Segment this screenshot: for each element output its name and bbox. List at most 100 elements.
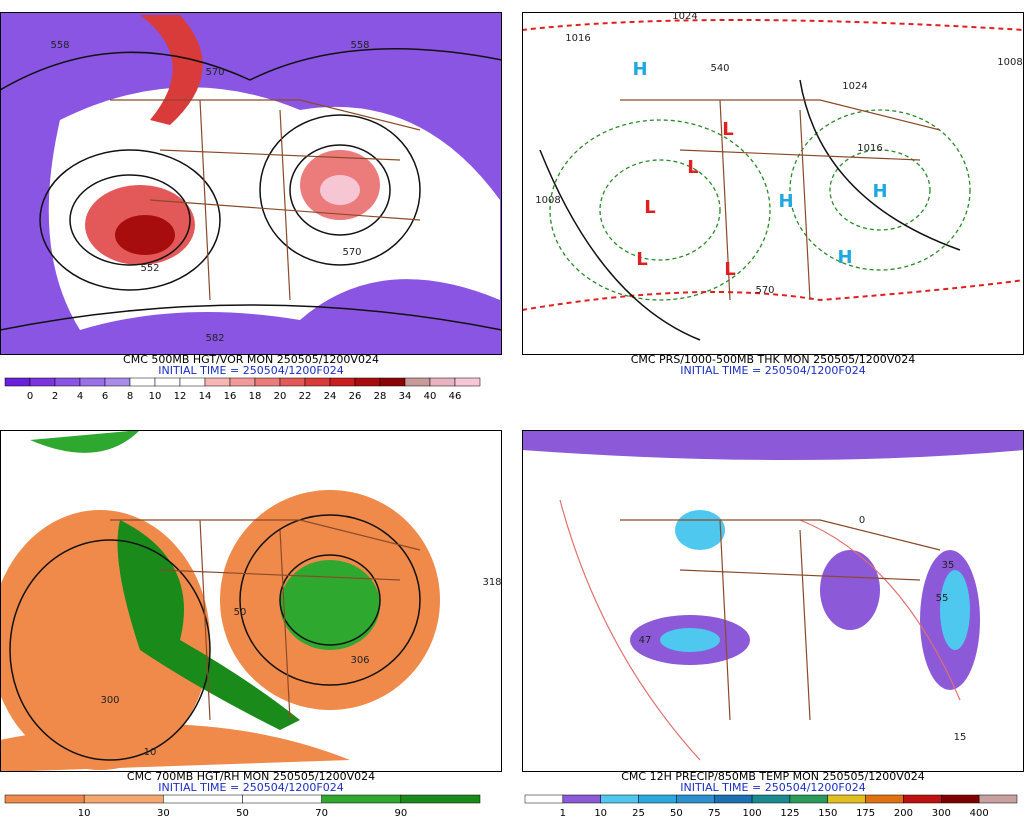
colorbar-swatch	[129, 377, 156, 387]
colorbar-label: 400	[970, 808, 989, 819]
contour-label: 50	[234, 607, 247, 618]
initial-time: INITIAL TIME = 250504/1200F024	[158, 364, 343, 377]
colorbar-label: 300	[932, 808, 951, 819]
colorbar-swatch	[354, 377, 381, 387]
contour-label: 306	[350, 655, 369, 666]
colorbar-label: 4	[77, 391, 83, 402]
contour-label: 570	[342, 247, 361, 258]
colorbar-swatch	[279, 377, 306, 387]
colorbar-label: 18	[249, 391, 262, 402]
svg-text:H: H	[837, 247, 852, 268]
contour-label: 35	[942, 560, 955, 571]
colorbar-swatch	[104, 377, 131, 387]
colorbar-label: 14	[199, 391, 212, 402]
colorbar-label: 8	[127, 391, 133, 402]
colorbar-label: 0	[27, 391, 33, 402]
contour-label: 1016	[857, 143, 882, 154]
vorticity-map	[0, 12, 502, 355]
colorbar-label: 75	[708, 808, 721, 819]
colorbar-label: 10	[78, 808, 91, 819]
colorbar-swatch	[54, 377, 81, 387]
colorbar-swatch	[903, 794, 942, 804]
colorbar-swatch	[4, 377, 31, 387]
svg-text:H: H	[872, 181, 887, 202]
colorbar-label: 22	[299, 391, 312, 402]
contour-label: 558	[50, 40, 69, 51]
svg-text:L: L	[722, 119, 733, 140]
contour-label: 318	[482, 577, 501, 588]
colorbar-swatch	[865, 794, 904, 804]
colorbar-label: 12	[174, 391, 187, 402]
colorbar-swatch	[429, 377, 456, 387]
colorbar-swatch	[4, 794, 85, 804]
contour-label: 1008	[997, 57, 1022, 68]
colorbar-label: 200	[894, 808, 913, 819]
colorbar-label: 10	[149, 391, 162, 402]
svg-text:H: H	[632, 59, 647, 80]
humidity-map	[0, 430, 502, 772]
colorbar-swatch	[638, 794, 677, 804]
colorbar-label: 175	[856, 808, 875, 819]
colorbar-swatch	[329, 377, 356, 387]
colorbar-label: 28	[374, 391, 387, 402]
initial-time: INITIAL TIME = 250504/1200F024	[680, 364, 865, 377]
colorbar-label: 90	[394, 808, 407, 819]
svg-text:L: L	[724, 259, 735, 280]
colorbar-swatch	[454, 377, 481, 387]
colorbar-label: 46	[449, 391, 462, 402]
colorbar: 1 10 25 50 75 100 125 150 175 200 300 400	[524, 794, 1018, 819]
colorbar-swatch	[404, 377, 431, 387]
colorbar-swatch	[79, 377, 106, 387]
colorbar-label: 125	[780, 808, 799, 819]
contour-label: 15	[954, 732, 967, 743]
colorbar-swatch	[789, 794, 829, 804]
initial-time: INITIAL TIME = 250504/1200F024	[680, 781, 865, 794]
colorbar-swatch	[941, 794, 980, 804]
svg-text:L: L	[644, 197, 655, 218]
contour-label: 570	[755, 285, 774, 296]
contour-label: 558	[350, 40, 369, 51]
contour-label: 1008	[535, 195, 560, 206]
colorbar-swatch	[524, 794, 564, 804]
colorbar-label: 16	[224, 391, 237, 402]
caption: CMC 500MB HGT/VOR MON 250505/1200V024	[123, 353, 379, 366]
colorbar-label: 40	[424, 391, 437, 402]
svg-text:H: H	[778, 191, 793, 212]
contour-label: 1016	[565, 33, 590, 44]
colorbar-label: 50	[236, 808, 249, 819]
colorbar-label: 10	[594, 808, 607, 819]
colorbar-swatch	[163, 794, 243, 804]
initial-time: INITIAL TIME = 250504/1200F024	[158, 781, 343, 794]
colorbar-swatch	[400, 794, 481, 804]
colorbar-swatch	[713, 794, 753, 804]
panel: CMC 500MB HGT/VOR MON 250505/1200V024INI…	[4, 40, 481, 402]
contour-label: 300	[100, 695, 119, 706]
contour-label: 552	[140, 263, 159, 274]
colorbar-label: 20	[274, 391, 287, 402]
colorbar-swatch	[562, 794, 601, 804]
colorbar-swatch	[179, 377, 206, 387]
colorbar-label: 24	[324, 391, 337, 402]
colorbar-label: 34	[399, 391, 412, 402]
contour-label: 1024	[842, 81, 867, 92]
contour-label: 570	[205, 67, 224, 78]
panel: CMC 700MB HGT/RH MON 250505/1200V024INIT…	[4, 577, 502, 819]
colorbar-swatch	[254, 377, 281, 387]
colorbar-label: 2	[52, 391, 58, 402]
colorbar-swatch	[154, 377, 181, 387]
colorbar-label: 100	[743, 808, 762, 819]
svg-text:L: L	[687, 157, 698, 178]
colorbar-label: 6	[102, 391, 108, 402]
colorbar-swatch	[242, 794, 322, 804]
colorbar-swatch	[379, 377, 406, 387]
colorbar-swatch	[83, 794, 164, 804]
colorbar-swatch	[978, 794, 1018, 804]
colorbar-swatch	[827, 794, 866, 804]
colorbar-swatch	[229, 377, 256, 387]
colorbar-label: 150	[818, 808, 837, 819]
contour-label: 47	[639, 635, 652, 646]
colorbar-swatch	[204, 377, 231, 387]
caption: CMC PRS/1000-500MB THK MON 250505/1200V0…	[631, 353, 916, 366]
contour-label: 582	[205, 333, 224, 344]
